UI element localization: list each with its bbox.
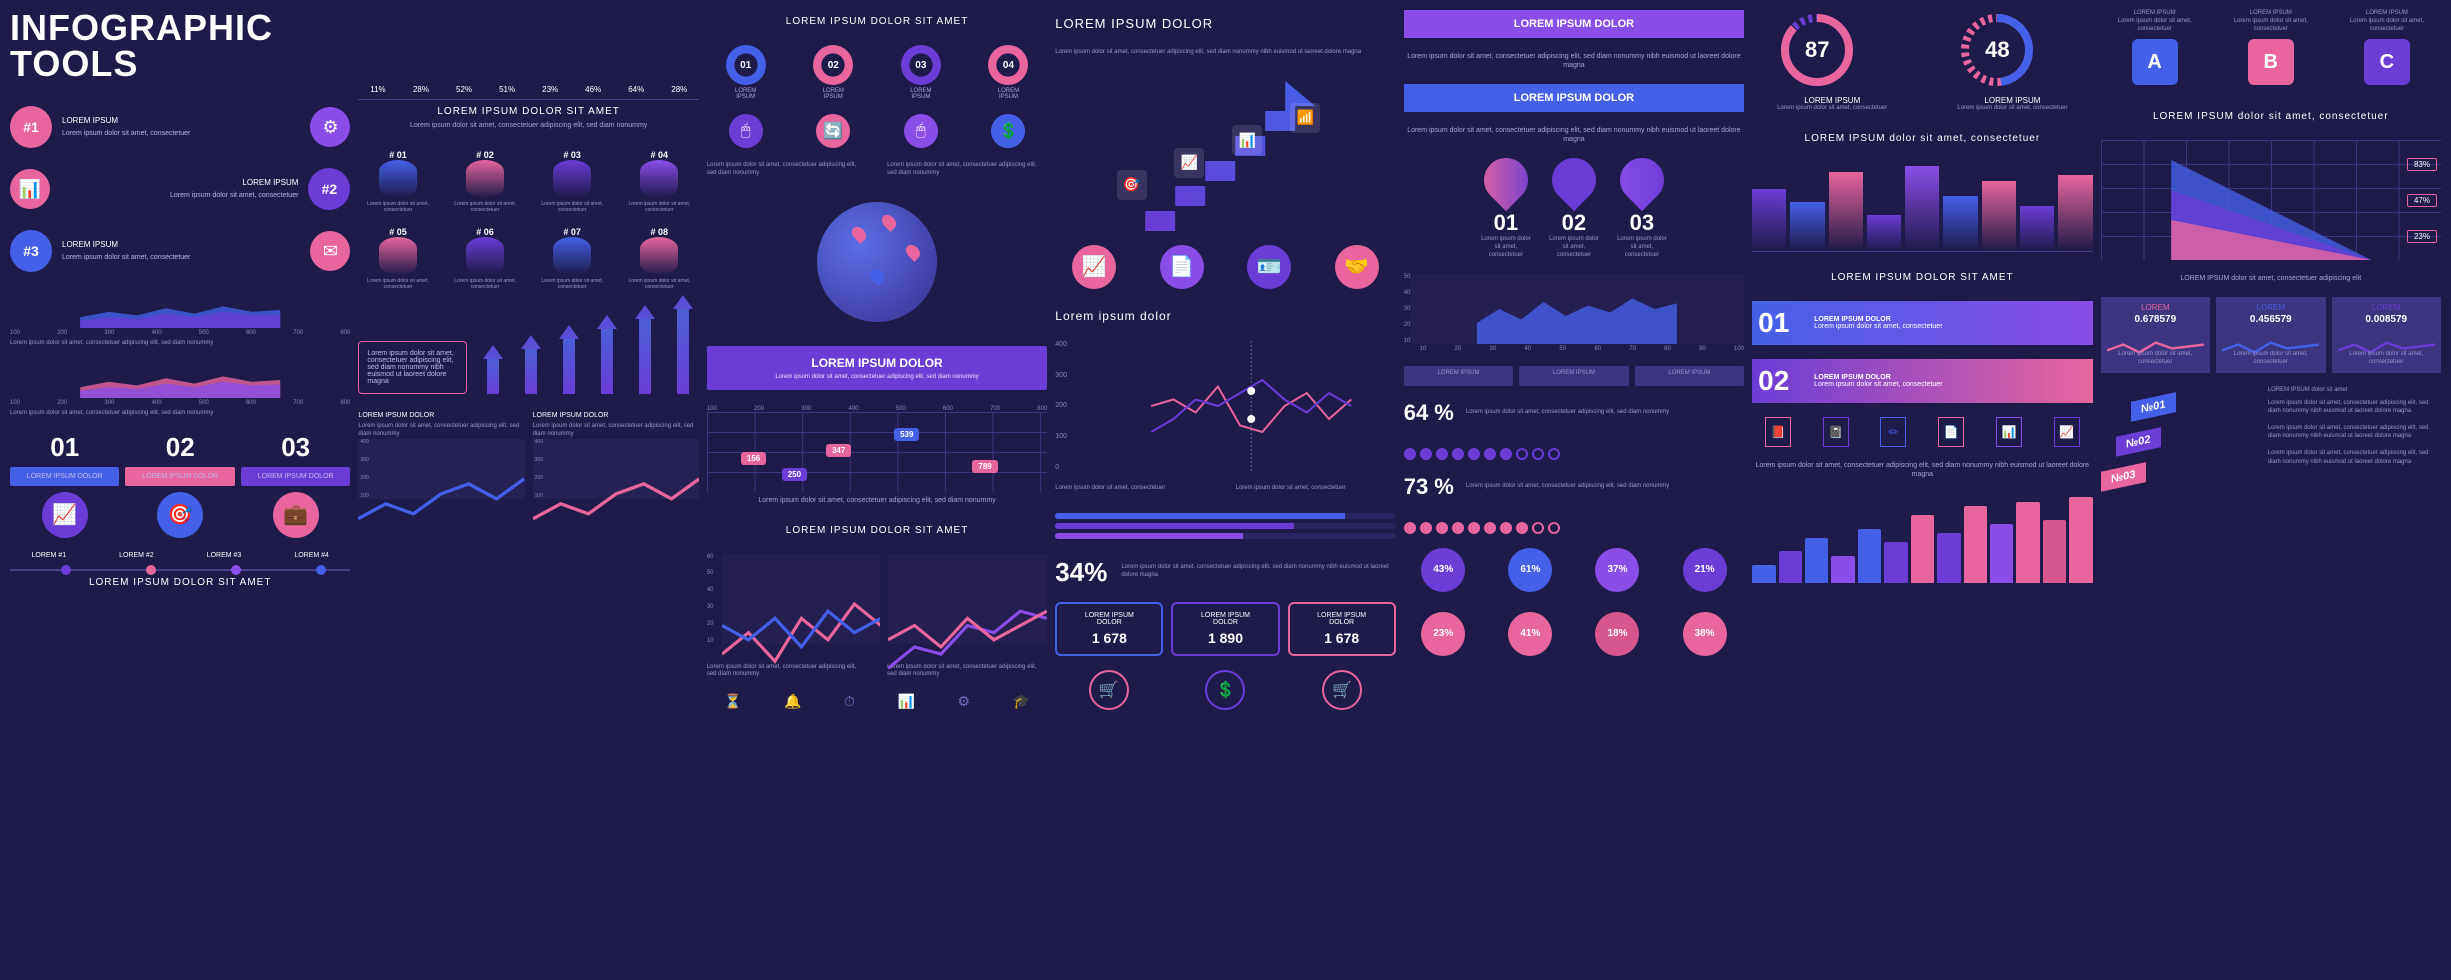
- ranked-pill: 📊 LOREM IPSUMLorem ipsum dolor sit amet,…: [10, 168, 350, 210]
- rank-badge: #2: [308, 168, 350, 210]
- circle-numbers: 01LOREMIPSUM02LOREMIPSUM03LOREMIPSUM04LO…: [707, 45, 1047, 100]
- pct-circle-row: 43%61%37%21%: [1404, 548, 1744, 598]
- bubble-grid-chart: 100200300400500600700800 156250347539789…: [707, 404, 1047, 505]
- area-chart: 100200300400500600700800 Lorem ipsum dol…: [10, 362, 350, 418]
- rank-badge: #3: [10, 230, 52, 272]
- donut-pair: 87LOREM IPSUMLorem ipsum dolor sit amet,…: [1752, 10, 2092, 113]
- section-heading: LOREM IPSUM DOLOR SIT AMET: [1752, 272, 2092, 283]
- caption: Lorem ipsum dolor sit amet, consectetuer…: [1752, 461, 2092, 479]
- number-trio: 01LOREM IPSUM DOLOR📈02LOREM IPSUM DOLOR🎯…: [10, 432, 350, 538]
- triangle-chart: 83%47%23%: [2101, 140, 2441, 260]
- rank-badge: #1: [10, 106, 52, 148]
- ranked-pill: #1 LOREM IPSUMLorem ipsum dolor sit amet…: [10, 106, 350, 148]
- dot-progress: [1404, 448, 1744, 460]
- dot-progress: [1404, 522, 1744, 534]
- purple-banner: LOREM IPSUM DOLORLorem ipsum dolor sit a…: [707, 346, 1047, 390]
- value-cards: LOREM IPSUMDOLOR1 678LOREM IPSUMDOLOR1 8…: [1055, 602, 1395, 656]
- pill-icon: 📊: [10, 169, 50, 209]
- area-chart: 100200300400500600700800 Lorem ipsum dol…: [10, 292, 350, 348]
- rising-bars: [1752, 493, 2092, 583]
- gradient-bars: [1752, 162, 2092, 252]
- icon-row: 🖱🔄🖱💲: [707, 114, 1047, 148]
- wave-area-chart: 5040302010 102030405060708090100: [1404, 274, 1744, 352]
- iso-steps: №01№02№03 LOREM IPSUM dolor sit ametLore…: [2101, 387, 2441, 507]
- stairs-arrow: 🎯📈📊📶: [1055, 71, 1395, 231]
- bar-chart: 11%28%52%51%23%46%64%28% LOREM IPSUM DOL…: [358, 10, 698, 130]
- pill-icon: ✉: [310, 231, 350, 271]
- letter-boxes: LOREM IPSUMLorem ipsum dolor sit amet, c…: [2101, 10, 2441, 91]
- caption-pair: Lorem ipsum dolor sit amet, consectetuer…: [1055, 485, 1395, 493]
- pct-circle-row: 23%41%18%38%: [1404, 612, 1744, 662]
- mini-chart-pair: LOREM IPSUM DOLORLorem ipsum dolor sit a…: [358, 408, 698, 499]
- section-heading: LOREM IPSUM dolor sit amet, consectetuer: [1752, 133, 2092, 144]
- slider-range: LOREM #1LOREM #2LOREM #3LOREM #4 LOREM I…: [10, 552, 350, 592]
- intro-text: Lorem ipsum dolor sit amet, consectetuer…: [1055, 49, 1395, 57]
- section-heading: LOREM IPSUM DOLOR SIT AMET: [707, 525, 1047, 536]
- cart-icons: 🛒💲🛒: [1055, 670, 1395, 710]
- numbered-banner: 01LOREM IPSUM DOLORLorem ipsum dolor sit…: [1752, 301, 2092, 345]
- section-heading: LOREM IPSUM dolor sit amet, consectetuer: [2101, 111, 2441, 122]
- banner-sub: Lorem ipsum dolor sit amet, consectetuer…: [1404, 126, 1744, 144]
- title-banner: LOREM IPSUM DOLOR: [1404, 10, 1744, 38]
- title-banner: LOREM IPSUM DOLOR: [1404, 84, 1744, 112]
- main-title: INFOGRAPHIC TOOLS: [10, 10, 350, 82]
- pill-icon: ⚙: [310, 107, 350, 147]
- section-heading: LOREM IPSUM DOLOR: [1055, 16, 1395, 31]
- cylinder-grid: # 01Lorem ipsum dolor sit amet, consecte…: [358, 144, 698, 290]
- pct-dot-row: 73 %Lorem ipsum dolor sit amet, consecte…: [1404, 474, 1744, 500]
- wave-line-chart: 4003002001000: [1055, 341, 1395, 471]
- icon-row: 📈📄🪪🤝: [1055, 245, 1395, 289]
- two-col-text: Lorem ipsum dolor sit amet, consectetuer…: [707, 162, 1047, 178]
- droplet-numbers: 01Lorem ipsum dolor sit amet, consectetu…: [1404, 158, 1744, 259]
- numbered-banner: 02LOREM IPSUM DOLORLorem ipsum dolor sit…: [1752, 359, 2092, 403]
- pct-callout: 34%Lorem ipsum dolor sit amet, consectet…: [1055, 557, 1395, 588]
- progress-bars: [1055, 513, 1395, 543]
- ranked-pill: #3 LOREM IPSUMLorem ipsum dolor sit amet…: [10, 230, 350, 272]
- banner-sub: Lorem ipsum dolor sit amet, consectetuer…: [1404, 52, 1744, 70]
- mini-boxes: LOREM IPSUMLOREM IPSUMLOREM IPSUM: [1404, 366, 1744, 386]
- section-heading: LOREM IPSUM DOLOR SIT AMET: [707, 16, 1047, 27]
- arrow-growth: Lorem ipsum dolor sit amet, consectetuer…: [358, 304, 698, 394]
- chart-title: Lorem ipsum dolor: [1055, 309, 1395, 323]
- dual-line-plot: 605040302010: [707, 554, 1047, 644]
- outline-icons: 📕📓✏📄📊📈: [1752, 417, 2092, 447]
- value-tiles: LOREM0.678579Lorem ipsum dolor sit amet,…: [2101, 297, 2441, 373]
- pct-dot-row: 64 %Lorem ipsum dolor sit amet, consecte…: [1404, 400, 1744, 426]
- globe-map: [707, 192, 1047, 332]
- caption: LOREM IPSUM dolor sit amet, consectetuer…: [2101, 274, 2441, 283]
